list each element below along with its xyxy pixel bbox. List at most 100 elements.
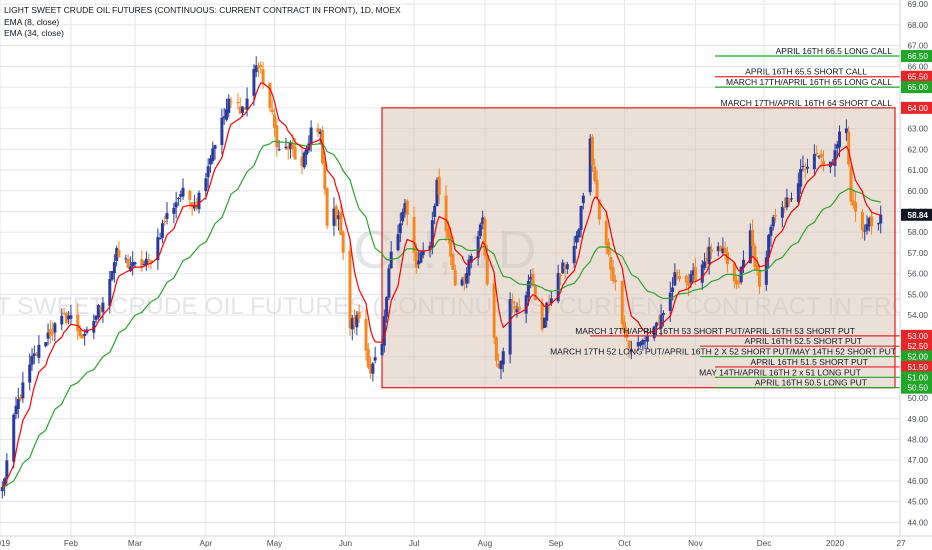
- candle: [101, 297, 105, 323]
- candles: [0, 56, 883, 499]
- x-tick-label: Sep: [549, 539, 564, 548]
- candle: [801, 155, 805, 172]
- candle: [382, 309, 386, 353]
- candle-body: [485, 254, 489, 285]
- candle-body: [675, 272, 679, 274]
- candle: [751, 219, 755, 256]
- candle: [80, 333, 84, 339]
- candle-body: [83, 333, 87, 336]
- candle-body: [158, 238, 162, 240]
- candle-body: [421, 251, 425, 256]
- candle: [142, 260, 146, 266]
- candle: [211, 141, 215, 165]
- candle-body: [387, 268, 391, 298]
- price-tag-text: 66.50: [908, 52, 929, 61]
- candle-body: [531, 274, 535, 287]
- candle: [309, 120, 313, 152]
- x-tick-label: Aug: [478, 539, 493, 548]
- price-tag: 51.00: [901, 371, 932, 384]
- candle: [725, 246, 729, 273]
- candle-body: [867, 218, 871, 227]
- chart-legend: LIGHT SWEET CRUDE OIL FUTURES (CONTINUOU…: [4, 5, 401, 40]
- x-tick-label: Oct: [618, 539, 631, 548]
- candle: [289, 140, 293, 159]
- level-52-00: MARCH 17TH 52 LONG PUT/APRIL 16TH 2 X 52…: [550, 347, 900, 358]
- y-tick-label: 57.00: [908, 249, 929, 258]
- candle: [30, 348, 34, 371]
- candle-body: [350, 318, 354, 330]
- candle: [126, 254, 130, 269]
- price-tag-text: 64.00: [908, 104, 929, 113]
- price-tag-text: 65.00: [908, 83, 929, 92]
- price-tag-bg: [901, 381, 932, 394]
- candle-body: [579, 206, 583, 230]
- candle: [176, 196, 180, 206]
- candle-body: [577, 229, 581, 238]
- candle-body: [124, 258, 128, 260]
- candle: [501, 347, 505, 373]
- candle-body: [540, 303, 544, 330]
- candle: [337, 209, 341, 231]
- candle: [208, 154, 212, 173]
- level-66-50: APRIL 16TH 66.5 LONG CALL: [715, 46, 900, 57]
- candle-body: [357, 311, 361, 319]
- candle: [357, 304, 361, 323]
- candle-body: [609, 256, 613, 270]
- candle: [515, 302, 519, 318]
- candle-body: [323, 162, 327, 190]
- candle-body: [325, 187, 329, 226]
- candle-body: [492, 283, 496, 338]
- candle: [497, 353, 501, 369]
- price-tag-bg: [901, 340, 932, 353]
- candle: [140, 250, 144, 272]
- candle: [659, 304, 663, 336]
- y-tick-label: 48.00: [908, 435, 929, 444]
- candle: [542, 317, 546, 329]
- candle: [817, 155, 821, 160]
- candle-body: [572, 245, 576, 264]
- candle: [96, 304, 100, 320]
- candle-body: [78, 329, 82, 337]
- candle-body: [517, 306, 521, 311]
- candle-body: [684, 275, 688, 283]
- candle-body: [0, 486, 4, 492]
- candle: [437, 168, 441, 204]
- candle: [581, 192, 585, 210]
- candle: [419, 251, 423, 264]
- level-64-00: MARCH 17TH/APRIL 16TH 64 SHORT CALL: [721, 98, 893, 108]
- current-price-tag: 58.84: [901, 208, 932, 221]
- candle-body: [796, 183, 800, 202]
- candle-body: [735, 279, 739, 285]
- candle-body: [558, 274, 562, 277]
- level-65-00: MARCH 17TH/APRIL 16TH 65 LONG CALL: [715, 77, 900, 88]
- candle-body: [499, 360, 503, 370]
- price-tag-text: 52.50: [908, 342, 929, 351]
- candle: [499, 360, 503, 380]
- price-tag: 66.50: [901, 50, 932, 63]
- candle: [767, 234, 771, 269]
- candle-body: [19, 396, 23, 400]
- ema-slow-line: [2, 140, 881, 488]
- candle-body: [369, 363, 373, 374]
- price-tag-bg: [901, 81, 932, 94]
- candle: [46, 323, 50, 346]
- candle-body: [270, 109, 274, 113]
- candle: [465, 267, 469, 289]
- candle-body: [449, 234, 453, 257]
- candle-body: [645, 335, 649, 342]
- candle: [657, 314, 661, 326]
- candle: [462, 274, 466, 291]
- level-53-00: MARCH 17TH/APRIL 16TH 53 SHORT PUT/APRIL…: [575, 326, 900, 337]
- option-levels: APRIL 16TH 66.5 LONG CALL APRIL 16TH 65.5…: [550, 46, 900, 389]
- candle-body: [414, 252, 418, 268]
- candle-body: [561, 262, 565, 274]
- candle-body: [430, 220, 434, 248]
- y-tick-label: 44.00: [908, 518, 929, 527]
- candle: [444, 185, 448, 242]
- candle: [133, 261, 137, 267]
- candle-body: [563, 265, 567, 270]
- candle: [684, 274, 688, 289]
